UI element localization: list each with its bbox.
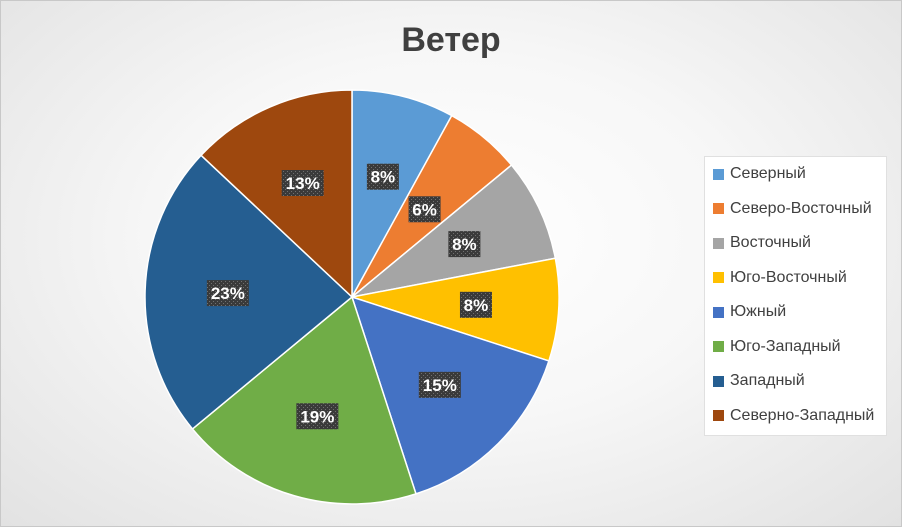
- legend-swatch: [713, 306, 724, 318]
- legend-label: Восточный: [730, 234, 811, 252]
- legend-item-3: Восточный: [705, 232, 886, 254]
- data-label-text: 13%: [286, 174, 320, 193]
- legend-label: Южный: [730, 303, 787, 321]
- pie-slice-6: [191, 295, 417, 505]
- legend-swatch: [713, 203, 724, 215]
- legend-item-6: Юго-Западный: [705, 336, 886, 358]
- data-label-text: 19%: [300, 407, 334, 426]
- legend: Северный Северо-Восточный Восточный Юго-Вос…: [704, 156, 887, 436]
- legend-swatch: [713, 237, 724, 249]
- data-label-5: 15%: [418, 371, 461, 398]
- data-label-box: [296, 403, 339, 430]
- data-label-text: 8%: [464, 296, 489, 315]
- legend-item-1: Северный: [705, 163, 886, 185]
- legend-item-4: Юго-Восточный: [705, 267, 886, 289]
- legend-label: Северный: [730, 165, 806, 182]
- legend-item-8: Северно-Западный: [705, 405, 886, 427]
- data-label-4: 8%: [459, 291, 492, 318]
- pie-slice-3: [351, 163, 557, 298]
- data-label-box: [408, 196, 441, 223]
- data-label-text: 23%: [211, 284, 245, 303]
- data-label-box: [206, 280, 249, 307]
- data-label-text: 8%: [371, 168, 396, 187]
- chart-title: Ветер: [401, 21, 501, 59]
- legend-label: Северо-Восточный: [730, 199, 872, 217]
- data-label-box: [418, 371, 461, 398]
- legend-swatch: [713, 410, 724, 422]
- data-label-box: [281, 170, 324, 197]
- legend-label: Северно-Западный: [730, 406, 875, 424]
- data-label-box: [459, 291, 492, 318]
- legend-label: Юго-Западный: [730, 337, 841, 355]
- pie-data-labels: 8% 6% 8% 8% 15% 19% 23% 13%: [206, 163, 492, 430]
- legend-swatch: [713, 375, 724, 387]
- legend-swatch: [713, 341, 724, 353]
- data-label-7: 23%: [206, 280, 249, 307]
- legend-item-5: Южный: [705, 301, 886, 323]
- legend-item-2: Северо-Восточный: [705, 198, 886, 220]
- data-label-box: [448, 231, 481, 258]
- legend-label: Западный: [730, 372, 805, 390]
- data-label-8: 13%: [281, 170, 324, 197]
- data-label-6: 19%: [296, 403, 339, 430]
- legend-label: Юго-Восточный: [730, 268, 847, 286]
- data-label-3: 8%: [448, 231, 481, 258]
- data-label-text: 15%: [423, 376, 457, 395]
- data-label-text: 6%: [412, 200, 437, 219]
- data-label-box: [366, 163, 399, 190]
- legend-item-7: Западный: [705, 370, 886, 392]
- legend-swatch: [713, 272, 724, 284]
- data-label-2: 6%: [408, 196, 441, 223]
- pie-slice-4: [351, 257, 560, 362]
- pie-slice-8: [200, 89, 353, 299]
- pie-slice-1: [351, 89, 453, 298]
- data-label-1: 8%: [366, 163, 399, 190]
- data-label-text: 8%: [452, 235, 477, 254]
- legend-swatch: [713, 168, 724, 180]
